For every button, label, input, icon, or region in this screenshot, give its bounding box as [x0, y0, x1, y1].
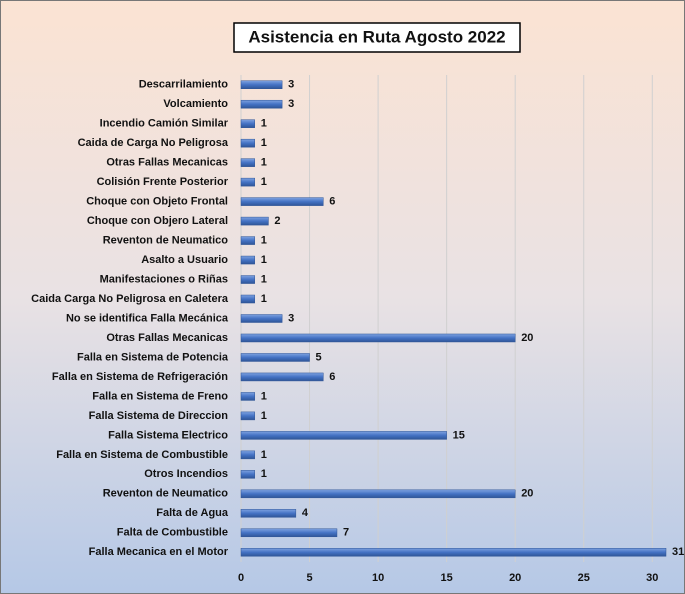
value-label: 1 — [261, 254, 267, 266]
value-label: 1 — [261, 293, 267, 305]
y-tick-label: Descarrilamiento — [139, 79, 229, 91]
chart-title: Asistencia en Ruta Agosto 2022 — [248, 27, 505, 46]
value-label: 1 — [261, 273, 267, 285]
x-tick-label: 10 — [372, 572, 384, 584]
y-tick-label: Colisión Frente Posterior — [97, 176, 229, 188]
bar — [240, 470, 255, 479]
value-label: 7 — [343, 527, 349, 539]
bar — [240, 450, 255, 460]
y-tick-label: Falta de Agua — [156, 507, 229, 519]
x-tick-label: 25 — [578, 572, 590, 584]
y-tick-label: Falta de Combustible — [117, 527, 228, 539]
y-tick-label: Falla en Sistema de Combustible — [56, 449, 228, 461]
bar — [240, 275, 255, 284]
bar — [240, 119, 255, 128]
bar — [240, 138, 255, 148]
y-tick-label: Manifestaciones o Riñas — [100, 273, 228, 285]
y-tick-label: Reventon de Neumatico — [103, 488, 229, 500]
bar — [240, 528, 338, 538]
bar — [240, 158, 255, 167]
x-tick-label: 20 — [509, 572, 521, 584]
y-tick-label: Otras Fallas Mecanicas — [106, 332, 228, 344]
value-label: 1 — [261, 468, 267, 480]
y-tick-label: Incendio Camión Similar — [100, 118, 229, 130]
x-tick-label: 0 — [238, 572, 244, 584]
bar — [240, 548, 667, 557]
y-tick-label: Caida de Carga No Peligrosa — [78, 137, 229, 149]
bar — [240, 509, 297, 518]
bar — [240, 372, 324, 382]
bar — [240, 314, 283, 323]
bar — [240, 392, 255, 401]
value-label: 1 — [261, 176, 267, 188]
x-tick-label: 30 — [646, 572, 658, 584]
y-tick-label: Falla Sistema de Direccion — [89, 410, 229, 422]
bar — [240, 333, 516, 343]
y-tick-label: Falla en Sistema de Freno — [92, 390, 228, 402]
bar — [240, 255, 255, 265]
value-label: 3 — [288, 312, 294, 324]
y-tick-label: Asalto a Usuario — [141, 254, 228, 266]
value-label: 5 — [316, 351, 322, 363]
bar — [240, 489, 516, 499]
value-label: 1 — [261, 157, 267, 169]
bar — [240, 177, 255, 187]
value-label: 1 — [261, 137, 267, 149]
value-label: 15 — [453, 429, 465, 441]
bar — [240, 99, 283, 109]
bar — [240, 294, 255, 304]
value-label: 1 — [261, 390, 267, 402]
bar — [240, 216, 269, 226]
bar — [240, 80, 283, 89]
title-box — [233, 22, 521, 53]
y-tick-label: Otras Fallas Mecanicas — [106, 157, 228, 169]
y-tick-label: Falla Mecanica en el Motor — [89, 546, 229, 558]
bar — [240, 431, 447, 440]
bar — [240, 236, 255, 245]
y-tick-label: Volcamiento — [163, 98, 228, 110]
y-tick-label: Reventon de Neumatico — [103, 234, 229, 246]
value-label: 6 — [329, 196, 335, 208]
value-label: 2 — [274, 215, 280, 227]
value-label: 1 — [261, 410, 267, 422]
y-tick-label: Falla Sistema Electrico — [108, 429, 228, 441]
x-tick-label: 5 — [306, 572, 312, 584]
bar — [240, 353, 310, 362]
value-label: 6 — [329, 371, 335, 383]
value-label: 31 — [672, 546, 684, 558]
value-label: 4 — [302, 507, 309, 519]
y-tick-label: Choque con Objero Lateral — [87, 215, 228, 227]
value-label: 3 — [288, 98, 294, 110]
y-tick-label: Otros Incendios — [144, 468, 228, 480]
value-label: 20 — [521, 332, 533, 344]
value-label: 1 — [261, 449, 267, 461]
bar — [240, 411, 255, 421]
bar — [240, 197, 324, 206]
y-tick-label: Choque con Objeto Frontal — [86, 196, 228, 208]
y-tick-label: Falla en Sistema de Refrigeración — [52, 371, 228, 383]
value-label: 1 — [261, 118, 267, 130]
y-tick-label: No se identifica Falla Mecánica — [66, 312, 229, 324]
value-label: 3 — [288, 79, 294, 91]
y-tick-label: Caida Carga No Peligrosa en Caletera — [31, 293, 229, 305]
y-tick-label: Falla en Sistema de Potencia — [77, 351, 229, 363]
value-label: 20 — [521, 488, 533, 500]
x-tick-label: 15 — [441, 572, 453, 584]
value-label: 1 — [261, 234, 267, 246]
